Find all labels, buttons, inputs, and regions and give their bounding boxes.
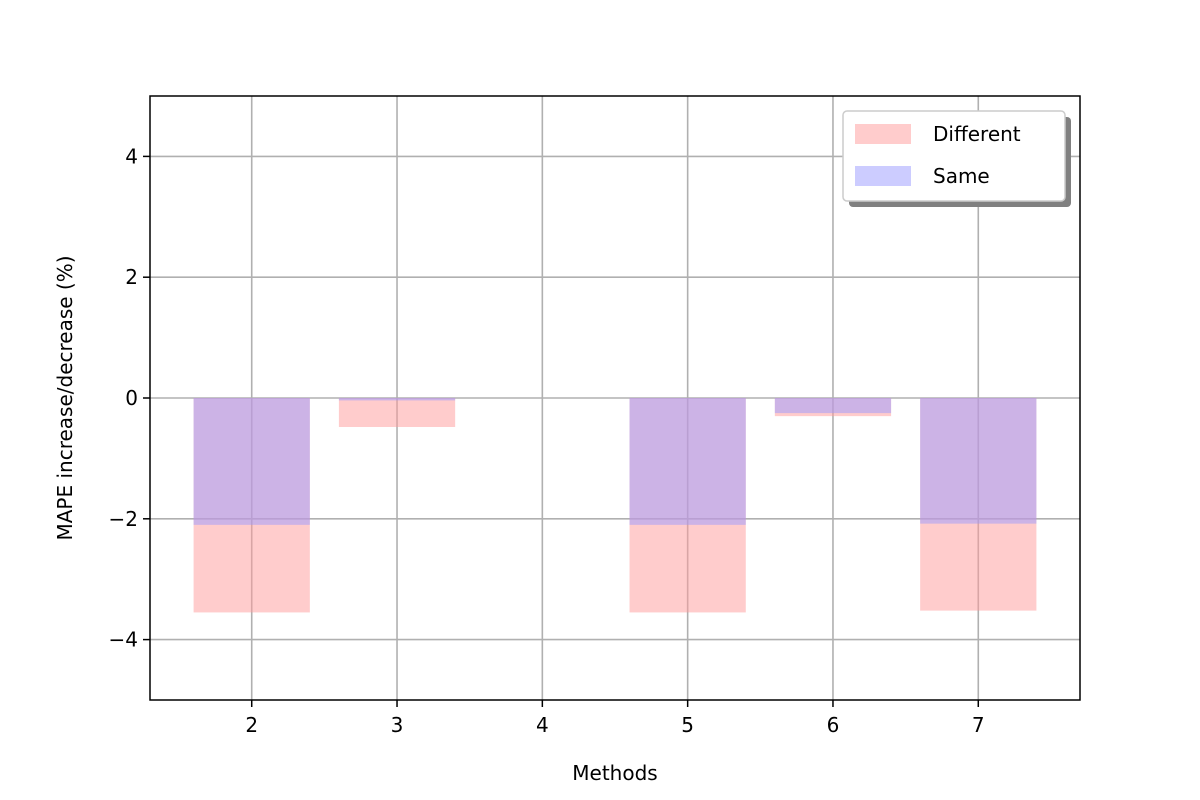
ticks: 2 3 4 5 6 7 −4 −2 0 2 4 — [109, 144, 985, 737]
x-tick-label: 7 — [972, 713, 985, 737]
bar-same-5 — [629, 398, 746, 525]
bar-same-7 — [920, 398, 1037, 524]
x-tick-label: 4 — [536, 713, 549, 737]
legend-label-different: Different — [933, 122, 1021, 146]
bar-same-3 — [338, 398, 456, 401]
x-tick-label: 2 — [245, 713, 258, 737]
x-tick-label: 5 — [681, 713, 694, 737]
x-axis-label: Methods — [572, 761, 657, 785]
y-tick-label: 0 — [125, 386, 138, 410]
y-tick-label: 2 — [125, 265, 138, 289]
y-tick-label: −4 — [109, 628, 138, 652]
y-tick-label: 4 — [125, 144, 138, 168]
y-tick-label: −2 — [109, 507, 138, 531]
bar-same-6 — [774, 398, 892, 414]
x-tick-label: 3 — [391, 713, 404, 737]
legend-swatch-different — [855, 124, 911, 144]
y-axis-label: MAPE increase/decrease (%) — [53, 255, 77, 540]
bar-same-2 — [193, 398, 310, 525]
legend-swatch-same — [855, 166, 911, 186]
bars — [193, 398, 1037, 613]
bar-different-3 — [338, 398, 456, 427]
legend: Different Same — [842, 110, 1071, 207]
legend-label-same: Same — [933, 164, 990, 188]
x-tick-label: 6 — [827, 713, 840, 737]
